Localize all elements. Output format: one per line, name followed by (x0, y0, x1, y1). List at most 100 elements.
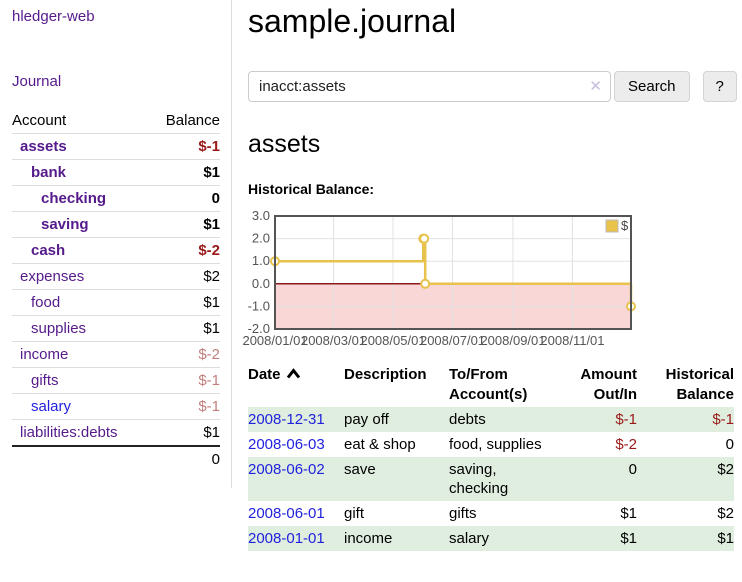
main-content: sample.journal ✕ Search ? assets Histori… (232, 0, 742, 551)
register-historical-cell: $2 (717, 461, 734, 478)
register-date-cell: 2008-06-01 (248, 501, 344, 526)
search-bar: ✕ Search ? (248, 71, 742, 102)
account-link-food[interactable]: food (31, 294, 61, 311)
account-link-supplies[interactable]: supplies (31, 320, 87, 337)
account-balance: $-1 (149, 133, 220, 160)
register-amount-cell: $-1 (615, 411, 637, 428)
search-button[interactable]: Search (614, 71, 690, 102)
date-link[interactable]: 2008-01-01 (248, 530, 325, 547)
register-header-description-label: Description (344, 366, 427, 383)
date-link[interactable]: 2008-06-02 (248, 461, 325, 478)
sidebar: hledger-web Journal Account Balance asse… (0, 0, 232, 488)
register-header-date[interactable]: Date (248, 363, 344, 407)
account-balance: $1 (149, 211, 220, 238)
accounts-header-account: Account (12, 112, 67, 129)
legend-swatch (605, 219, 619, 233)
account-link-income[interactable]: income (20, 346, 69, 363)
register-header-amount-line1: Amount (580, 366, 637, 383)
account-link-assets[interactable]: assets (20, 138, 67, 155)
data-point-marker (420, 278, 431, 289)
register-date-cell: 2008-06-03 (248, 432, 344, 457)
account-balance: 0 (149, 185, 220, 212)
register-table-body: 2008-12-31 pay off debts $-1 $-1 2008-06-03 ea… (248, 407, 734, 551)
account-row: bank $1 (12, 159, 220, 186)
register-header-description: Description (344, 363, 449, 407)
account-name-cell: saving (12, 211, 150, 238)
register-accounts-cell: salary (449, 530, 490, 547)
register-row: 2008-12-31 pay off debts $-1 $-1 (248, 407, 734, 432)
account-row: assets $-1 (12, 133, 220, 160)
help-button[interactable]: ? (702, 71, 737, 102)
historical-balance-chart: 3.0 2.0 1.0 0.0 -1.0 -2.02008/01/012008/03/01… (242, 208, 636, 348)
register-description-cell: gift (344, 505, 365, 522)
data-point-marker (419, 233, 430, 244)
plot-border (274, 215, 632, 330)
account-balance: $2 (149, 263, 220, 290)
account-balance: $1 (149, 289, 220, 316)
account-balance: $-2 (149, 237, 220, 264)
account-row: saving $1 (12, 211, 220, 238)
account-balance: $-1 (149, 393, 220, 420)
chart-title: Historical Balance: (248, 181, 375, 197)
account-link-saving[interactable]: saving (41, 216, 89, 233)
register-table: Date Description To/From Account(s) Amou… (248, 363, 734, 551)
account-name-cell: bank (12, 159, 150, 186)
account-link-bank[interactable]: bank (31, 164, 67, 181)
x-tick-label: 2008/05/01 (360, 333, 425, 348)
register-date-cell: 2008-01-01 (248, 526, 344, 551)
clear-search-icon[interactable]: ✕ (589, 78, 602, 95)
sidebar-item-journal[interactable]: Journal (12, 73, 62, 90)
account-balance: $1 (149, 159, 220, 186)
sort-ascending-icon (286, 365, 301, 385)
register-header-amount: Amount Out/In (549, 363, 637, 407)
accounts-header-row: Account Balance (12, 108, 220, 134)
account-title: assets (248, 130, 321, 158)
account-link-checking[interactable]: checking (41, 190, 107, 207)
accounts-header-balance: Balance (165, 112, 220, 129)
register-amount-cell: $-2 (615, 436, 637, 453)
register-row: 2008-06-02 save saving, checking 0 $2 (248, 457, 734, 501)
register-row: 2008-06-01 gift gifts $1 $2 (248, 501, 734, 526)
register-header-date-label: Date (248, 366, 281, 383)
accounts-total-row: 0 (12, 445, 220, 472)
accounts-total-spacer (12, 445, 150, 472)
x-tick-label: 2008/07/01 (420, 333, 485, 348)
brand-link[interactable]: hledger-web (12, 8, 95, 25)
account-row: cash $-2 (12, 237, 220, 264)
account-name-cell: income (12, 341, 150, 368)
register-date-cell: 2008-12-31 (248, 407, 344, 432)
register-header-accounts-line2: Account(s) (449, 386, 528, 403)
register-amount-cell: 0 (628, 461, 637, 478)
register-row: 2008-06-03 eat & shop food, supplies $-2 0 (248, 432, 734, 457)
account-name-cell: gifts (12, 367, 150, 394)
account-row: checking 0 (12, 185, 220, 212)
y-tick-label: 1.0 (252, 253, 270, 268)
accounts-table-body: assets $-1 bank $1 checking 0 saving $1 cash $-2 e… (12, 133, 220, 446)
account-link-expenses[interactable]: expenses (20, 268, 85, 285)
account-row: expenses $2 (12, 263, 220, 290)
account-name-cell: liabilities:debts (12, 419, 150, 446)
date-link[interactable]: 2008-06-01 (248, 505, 325, 522)
account-row: supplies $1 (12, 315, 220, 342)
register-amount-cell: $1 (620, 505, 637, 522)
account-row: liabilities:debts $1 (12, 419, 220, 446)
x-tick-label: 2008/09/01 (480, 333, 545, 348)
account-link-liabilities-debts[interactable]: liabilities:debts (20, 424, 118, 441)
register-accounts-cell: food, supplies (449, 436, 542, 453)
register-historical-cell: $2 (717, 505, 734, 522)
y-tick-label: -1.0 (248, 298, 270, 313)
account-link-cash[interactable]: cash (31, 242, 66, 259)
account-link-salary[interactable]: salary (31, 398, 72, 415)
account-name-cell: supplies (12, 315, 150, 342)
account-balance: $-2 (149, 341, 220, 368)
register-description-cell: income (344, 530, 393, 547)
accounts-total-value: 0 (149, 445, 220, 472)
search-input[interactable] (248, 71, 611, 102)
register-accounts-cell: debts (449, 411, 486, 428)
account-link-gifts[interactable]: gifts (31, 372, 59, 389)
register-date-cell: 2008-06-02 (248, 457, 344, 501)
register-header-historical-line2: Balance (676, 386, 734, 403)
register-header-accounts-line1: To/From (449, 366, 508, 383)
date-link[interactable]: 2008-12-31 (248, 411, 325, 428)
date-link[interactable]: 2008-06-03 (248, 436, 325, 453)
